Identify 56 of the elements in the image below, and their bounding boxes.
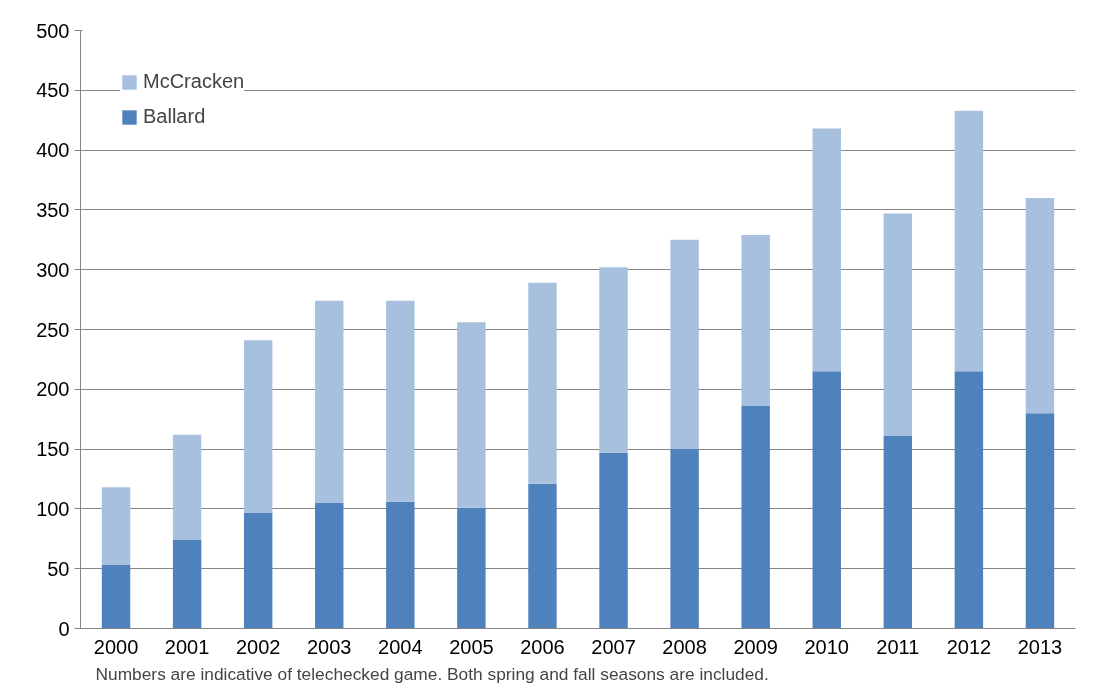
y-tick-label: 0 xyxy=(58,617,70,640)
bar xyxy=(528,282,557,484)
bar xyxy=(954,110,984,372)
bar xyxy=(457,322,486,508)
bar xyxy=(741,406,770,629)
legend-label: Ballard xyxy=(143,105,206,128)
bar xyxy=(386,501,415,629)
bar xyxy=(1025,197,1055,414)
bar xyxy=(1025,413,1055,629)
x-tick-label: 2005 xyxy=(449,635,494,658)
bar xyxy=(457,507,486,629)
y-tick-label: 150 xyxy=(36,438,70,461)
bar xyxy=(883,213,913,436)
text: Numbers are indicative of telechecked game. Both spring and fall seasons are included. xyxy=(95,663,769,684)
y-tick-label: 50 xyxy=(47,557,70,580)
bar xyxy=(172,434,202,540)
x-tick-label: 2009 xyxy=(733,635,778,658)
bar xyxy=(812,128,841,372)
x-tick-label: 2000 xyxy=(93,635,139,658)
bar xyxy=(670,449,699,629)
legend-label: McCracken xyxy=(143,70,245,93)
x-tick-label: 2011 xyxy=(876,635,920,658)
y-tick-label: 200 xyxy=(36,378,70,401)
y-tick-label: 500 xyxy=(36,19,70,42)
bar xyxy=(741,235,770,407)
x-tick-label: 2002 xyxy=(235,635,281,658)
bar xyxy=(172,540,202,629)
bar xyxy=(243,340,273,513)
bar xyxy=(954,371,984,629)
x-tick-label: 2012 xyxy=(946,635,992,658)
x-tick-label: 2007 xyxy=(591,635,636,658)
bar xyxy=(315,300,344,503)
y-tick-label: 300 xyxy=(36,258,70,281)
bar xyxy=(315,502,344,629)
y-tick-label: 450 xyxy=(36,79,70,102)
bar xyxy=(812,371,841,629)
x-tick-label: 2004 xyxy=(378,635,423,658)
x-tick-label: 2001 xyxy=(164,635,210,658)
x-tick-label: 2010 xyxy=(804,635,849,658)
bar xyxy=(883,435,913,629)
x-tick-label: 2006 xyxy=(520,635,565,658)
y-tick-label: 350 xyxy=(36,198,70,221)
bar xyxy=(386,300,415,502)
y-tick-label: 400 xyxy=(36,139,70,162)
bar xyxy=(243,512,273,629)
bar xyxy=(101,565,131,629)
bar xyxy=(670,239,699,450)
y-tick-label: 100 xyxy=(36,497,70,520)
bar xyxy=(528,483,557,629)
x-tick-label: 2013 xyxy=(1017,635,1063,658)
bar xyxy=(101,487,131,566)
bar xyxy=(599,452,628,629)
x-tick-label: 2003 xyxy=(307,635,352,658)
y-tick-label: 250 xyxy=(36,318,70,341)
bar xyxy=(599,267,628,453)
x-tick-label: 2008 xyxy=(662,635,707,658)
